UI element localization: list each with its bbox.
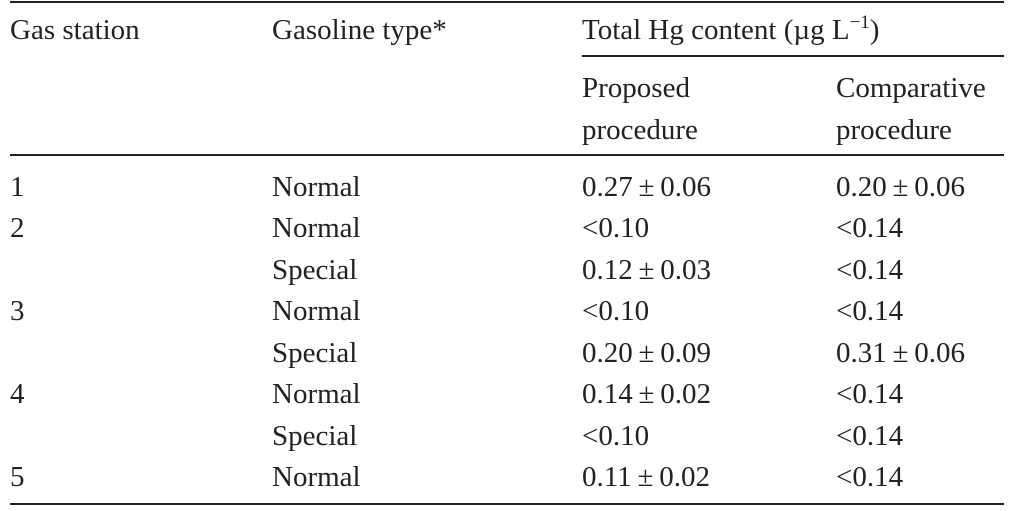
header-comparative-line2: procedure	[836, 114, 952, 146]
cell-comparative: 0.31 ± 0.06	[836, 337, 966, 369]
cell-gasoline-type: Special	[272, 337, 358, 369]
cell-comparative: <0.14	[836, 295, 904, 327]
cell-gasoline-type: Normal	[272, 461, 361, 493]
header-proposed-line2: procedure	[582, 114, 698, 146]
cell-gasoline-type: Normal	[272, 212, 361, 244]
cell-proposed: <0.10	[582, 212, 650, 244]
table-top-rule	[10, 1, 1004, 3]
cell-gasoline-type: Special	[272, 420, 358, 452]
cell-gasoline-type: Normal	[272, 171, 361, 203]
cell-comparative: 0.20 ± 0.06	[836, 171, 966, 203]
cell-station: 2	[10, 212, 25, 244]
cell-proposed: 0.14 ± 0.02	[582, 378, 712, 410]
cell-station: 4	[10, 378, 25, 410]
header-total-hg-exponent: −1	[849, 12, 870, 33]
header-proposed-line1: Proposed	[582, 72, 690, 104]
header-bottom-rule	[10, 154, 1004, 156]
header-total-hg-content: Total Hg content (µg L−1)	[582, 10, 879, 54]
header-total-hg-prefix: Total Hg content (µg L	[582, 14, 850, 46]
table-bottom-rule	[10, 503, 1004, 505]
header-gas-station: Gas station	[10, 14, 140, 46]
cell-proposed: 0.27 ± 0.06	[582, 171, 712, 203]
cell-comparative: <0.14	[836, 461, 904, 493]
header-sub-rule	[582, 55, 1004, 57]
cell-proposed: 0.20 ± 0.09	[582, 337, 712, 369]
cell-gasoline-type: Normal	[272, 295, 361, 327]
cell-comparative: <0.14	[836, 254, 904, 286]
header-comparative-line1: Comparative	[836, 72, 986, 104]
cell-proposed: 0.12 ± 0.03	[582, 254, 712, 286]
cell-comparative: <0.14	[836, 378, 904, 410]
cell-gasoline-type: Normal	[272, 378, 361, 410]
cell-station: 1	[10, 171, 25, 203]
cell-comparative: <0.14	[836, 420, 904, 452]
cell-gasoline-type: Special	[272, 254, 358, 286]
cell-station: 3	[10, 295, 25, 327]
header-gasoline-type: Gasoline type*	[272, 14, 447, 46]
cell-proposed: <0.10	[582, 420, 650, 452]
cell-proposed: <0.10	[582, 295, 650, 327]
header-total-hg-suffix: )	[869, 14, 880, 46]
cell-comparative: <0.14	[836, 212, 904, 244]
cell-proposed: 0.11 ± 0.02	[582, 461, 710, 493]
cell-station: 5	[10, 461, 25, 493]
